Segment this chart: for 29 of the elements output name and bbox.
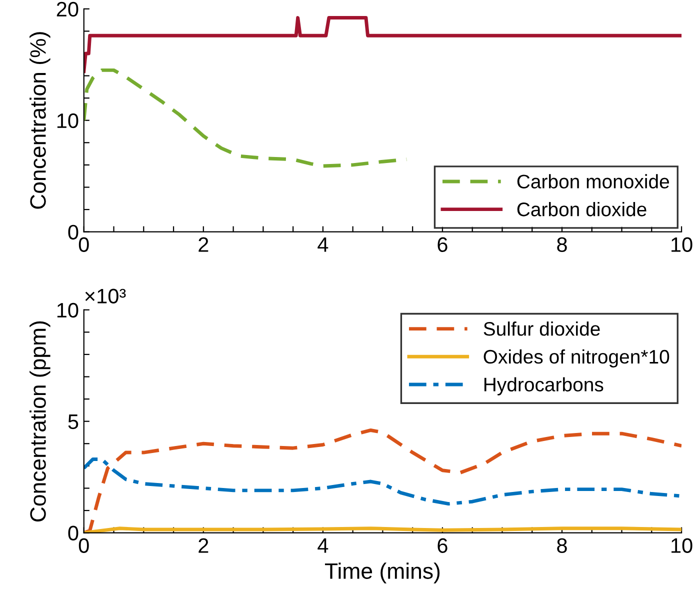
x-tick-label: 2 xyxy=(198,538,208,553)
x-tick-label: 10 xyxy=(672,538,692,553)
legend-label: Carbon monoxide xyxy=(517,174,670,188)
x-tick-label: 4 xyxy=(318,538,328,553)
x-tick-label: 4 xyxy=(318,237,328,252)
y-tick-label: 10 xyxy=(57,302,78,318)
x-axis-title: Time (mins) xyxy=(324,562,440,584)
y-tick-label: 5 xyxy=(68,414,78,430)
y-tick-label: 0 xyxy=(68,526,78,541)
x-tick-label: 6 xyxy=(438,538,448,553)
y-axis-title: Concentration (%) xyxy=(30,32,50,209)
x-tick-label: 0 xyxy=(78,237,89,252)
line-series xyxy=(84,457,682,506)
x-tick-label: 10 xyxy=(672,237,692,252)
legend-label: Carbon dioxide xyxy=(517,202,646,216)
y-tick-label: 20 xyxy=(56,2,78,17)
line-series xyxy=(84,16,682,74)
x-tick-label: 0 xyxy=(78,538,89,553)
x-tick-label: 2 xyxy=(198,237,208,252)
x-tick-label: 6 xyxy=(438,237,448,252)
legend-label: Sulfur dioxide xyxy=(484,322,600,336)
legend-label: Oxides of nitrogen*10 xyxy=(484,349,670,368)
y-tick-label: 10 xyxy=(57,113,78,128)
y-axis-title: Concentration (ppm) xyxy=(30,321,50,522)
y-tick-label: 0 xyxy=(68,224,78,240)
x-tick-label: 8 xyxy=(557,237,567,252)
legend-label: Hydrocarbons xyxy=(484,377,604,396)
x-tick-label: 8 xyxy=(557,538,567,553)
text: ×10³ xyxy=(85,288,126,304)
